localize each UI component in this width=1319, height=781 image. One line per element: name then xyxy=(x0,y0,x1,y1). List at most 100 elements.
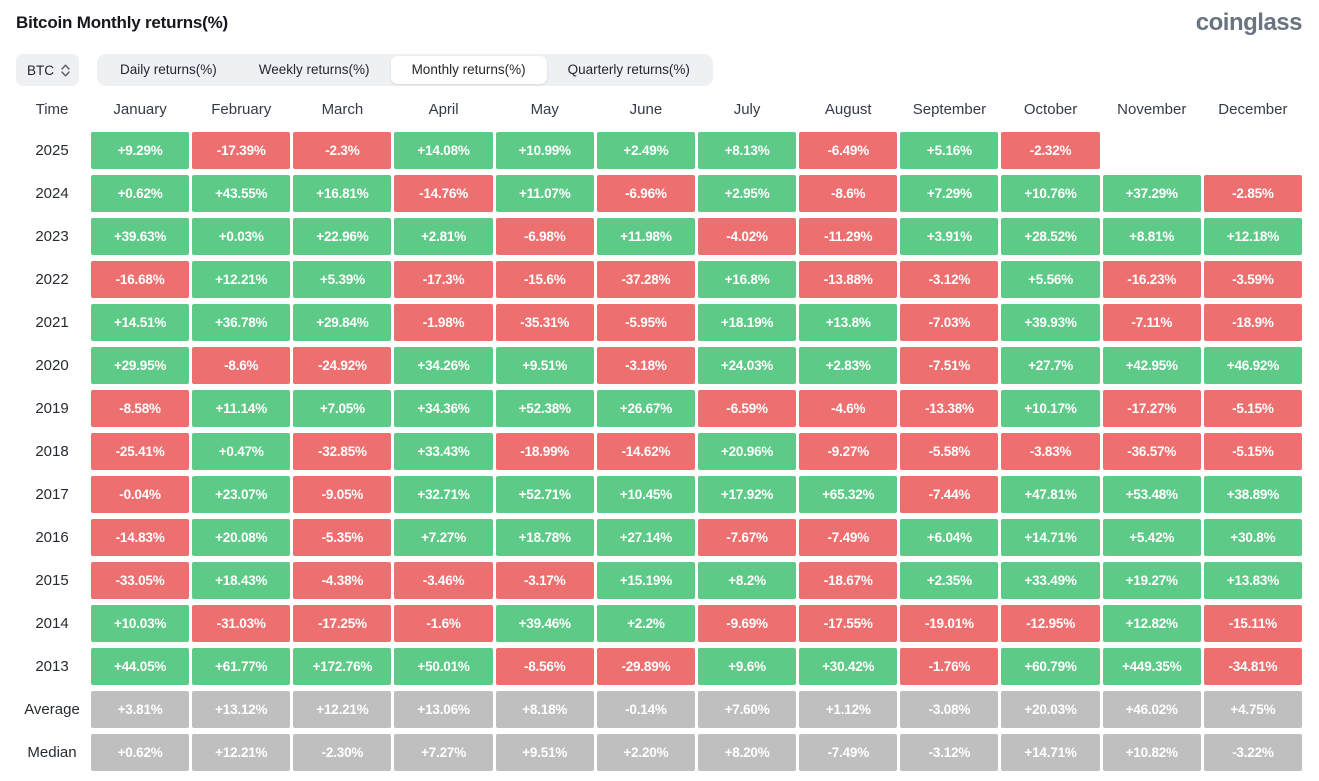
return-cell: +30.42% xyxy=(799,648,898,685)
return-cell: +5.39% xyxy=(293,261,392,298)
return-cell: +12.21% xyxy=(192,734,291,771)
return-cell: +61.77% xyxy=(192,648,291,685)
return-cell: -1.6% xyxy=(394,605,493,642)
return-cell: -3.46% xyxy=(394,562,493,599)
return-cell: +8.81% xyxy=(1102,218,1201,255)
return-cell: -33.05% xyxy=(91,562,190,599)
return-cell: -14.62% xyxy=(596,433,695,470)
tab-quarterly-returns[interactable]: Quarterly returns(%) xyxy=(567,62,690,77)
symbol-select-value: BTC xyxy=(27,62,54,78)
return-cell: +5.16% xyxy=(900,132,999,169)
return-cell: +13.12% xyxy=(192,691,291,728)
return-cell: -13.88% xyxy=(799,261,898,298)
return-cell: -18.99% xyxy=(495,433,594,470)
return-cell: +65.32% xyxy=(799,476,898,513)
return-cell: -17.3% xyxy=(394,261,493,298)
column-header-month: October xyxy=(1023,101,1078,118)
return-cell: -36.57% xyxy=(1102,433,1201,470)
return-cell: +0.47% xyxy=(192,433,291,470)
return-cell: +7.29% xyxy=(900,175,999,212)
return-cell: -29.89% xyxy=(596,648,695,685)
return-cell: -7.49% xyxy=(799,734,898,771)
return-cell: -3.12% xyxy=(900,261,999,298)
return-cell: -18.9% xyxy=(1203,304,1302,341)
return-cell: +18.43% xyxy=(192,562,291,599)
return-cell: +13.83% xyxy=(1203,562,1302,599)
return-cell: -2.30% xyxy=(293,734,392,771)
row-label: 2021 xyxy=(35,314,69,331)
return-cell: +7.05% xyxy=(293,390,392,427)
return-cell: +4.75% xyxy=(1203,691,1302,728)
return-cell: +26.67% xyxy=(596,390,695,427)
column-header-month: February xyxy=(211,101,272,118)
return-cell: -4.02% xyxy=(697,218,797,255)
return-cell: +10.82% xyxy=(1102,734,1201,771)
return-cell: +34.36% xyxy=(394,390,493,427)
return-cell: -3.83% xyxy=(1001,433,1100,470)
row-label: 2016 xyxy=(35,529,69,546)
return-cell: +20.03% xyxy=(1001,691,1100,728)
return-cell: +14.51% xyxy=(91,304,190,341)
return-cell: +449.35% xyxy=(1102,648,1201,685)
return-cell: -7.51% xyxy=(900,347,999,384)
return-cell: +9.51% xyxy=(495,347,594,384)
return-cell: -16.68% xyxy=(91,261,190,298)
return-cell: +33.43% xyxy=(394,433,493,470)
return-cell: +33.49% xyxy=(1001,562,1100,599)
return-cell: +2.83% xyxy=(799,347,898,384)
row-label: 2014 xyxy=(35,615,69,632)
return-cell: +37.29% xyxy=(1102,175,1201,212)
return-cell: +39.46% xyxy=(495,605,594,642)
symbol-select[interactable]: BTC xyxy=(16,54,79,86)
return-cell: -6.59% xyxy=(697,390,797,427)
return-cell: -5.15% xyxy=(1203,390,1302,427)
returns-tab-group: Daily returns(%) Weekly returns(%) Month… xyxy=(97,54,713,86)
return-cell: +10.99% xyxy=(495,132,594,169)
return-cell: +18.78% xyxy=(495,519,594,556)
return-cell: +44.05% xyxy=(91,648,190,685)
tab-daily-returns[interactable]: Daily returns(%) xyxy=(120,62,217,77)
tab-monthly-returns[interactable]: Monthly returns(%) xyxy=(390,56,547,84)
return-cell: +5.42% xyxy=(1102,519,1201,556)
return-cell: +7.27% xyxy=(394,519,493,556)
tab-weekly-returns[interactable]: Weekly returns(%) xyxy=(258,62,370,77)
return-cell: -4.6% xyxy=(799,390,898,427)
row-label: 2013 xyxy=(35,658,69,675)
return-cell: +12.21% xyxy=(192,261,291,298)
page-title: Bitcoin Monthly returns(%) xyxy=(16,13,229,32)
return-cell: +14.71% xyxy=(1001,734,1100,771)
column-header-month: December xyxy=(1218,101,1288,118)
return-cell: +9.29% xyxy=(91,132,190,169)
return-cell: -9.27% xyxy=(799,433,898,470)
return-cell: +2.95% xyxy=(697,175,797,212)
return-cell: -2.3% xyxy=(293,132,392,169)
return-cell: +14.08% xyxy=(394,132,493,169)
row-label: 2025 xyxy=(35,142,69,159)
return-cell: -5.35% xyxy=(293,519,392,556)
row-label: Median xyxy=(27,744,77,761)
row-label: 2017 xyxy=(35,486,69,503)
column-header-month: May xyxy=(530,101,559,118)
return-cell: -5.58% xyxy=(900,433,999,470)
return-cell: -14.76% xyxy=(394,175,493,212)
return-cell xyxy=(1103,132,1201,169)
return-cell: +39.63% xyxy=(91,218,190,255)
return-cell: -8.6% xyxy=(799,175,898,212)
return-cell: -1.76% xyxy=(900,648,999,685)
column-header-month: June xyxy=(629,101,663,118)
return-cell: +0.62% xyxy=(91,175,190,212)
return-cell: -8.58% xyxy=(91,390,190,427)
return-cell: -17.27% xyxy=(1102,390,1201,427)
return-cell: +9.51% xyxy=(495,734,594,771)
return-cell: +13.8% xyxy=(799,304,898,341)
return-cell: -15.6% xyxy=(495,261,594,298)
return-cell: +46.02% xyxy=(1102,691,1201,728)
return-cell: -15.11% xyxy=(1203,605,1302,642)
controls-row: BTC Daily returns(%) Weekly returns(%) M… xyxy=(16,54,1302,86)
return-cell: +6.04% xyxy=(900,519,999,556)
return-cell: +0.62% xyxy=(91,734,190,771)
coinglass-logo[interactable]: coinglass xyxy=(1195,9,1303,36)
return-cell: -8.6% xyxy=(192,347,291,384)
return-cell: -9.05% xyxy=(293,476,392,513)
return-cell: -3.08% xyxy=(900,691,999,728)
